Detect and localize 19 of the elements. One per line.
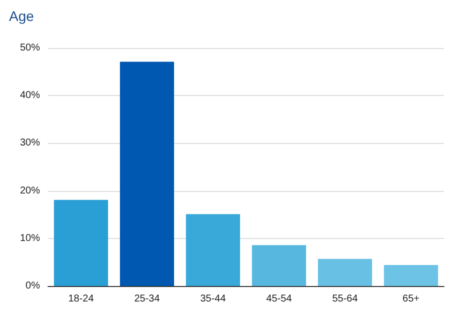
x-tick-label: 25-34 <box>134 294 160 304</box>
x-tick-label: 45-54 <box>266 294 292 304</box>
bar <box>318 258 372 286</box>
bar <box>252 245 306 286</box>
bar <box>384 265 438 286</box>
bar <box>120 62 174 286</box>
y-tick-label: 40% <box>20 90 40 102</box>
bar <box>186 214 240 286</box>
chart-title: Age <box>9 8 34 24</box>
y-tick-label: 10% <box>20 232 40 244</box>
y-tick-label: 20% <box>20 185 40 196</box>
x-tick-label: 18-24 <box>68 294 94 304</box>
bar <box>54 200 108 286</box>
x-tick-label: 55-64 <box>332 294 358 304</box>
x-tick-label: 35-44 <box>200 294 226 304</box>
x-tick-label: 65+ <box>402 294 420 304</box>
y-tick-label: 30% <box>20 138 40 149</box>
y-tick-label: 0% <box>26 280 40 292</box>
y-tick-label: 50% <box>20 42 40 54</box>
